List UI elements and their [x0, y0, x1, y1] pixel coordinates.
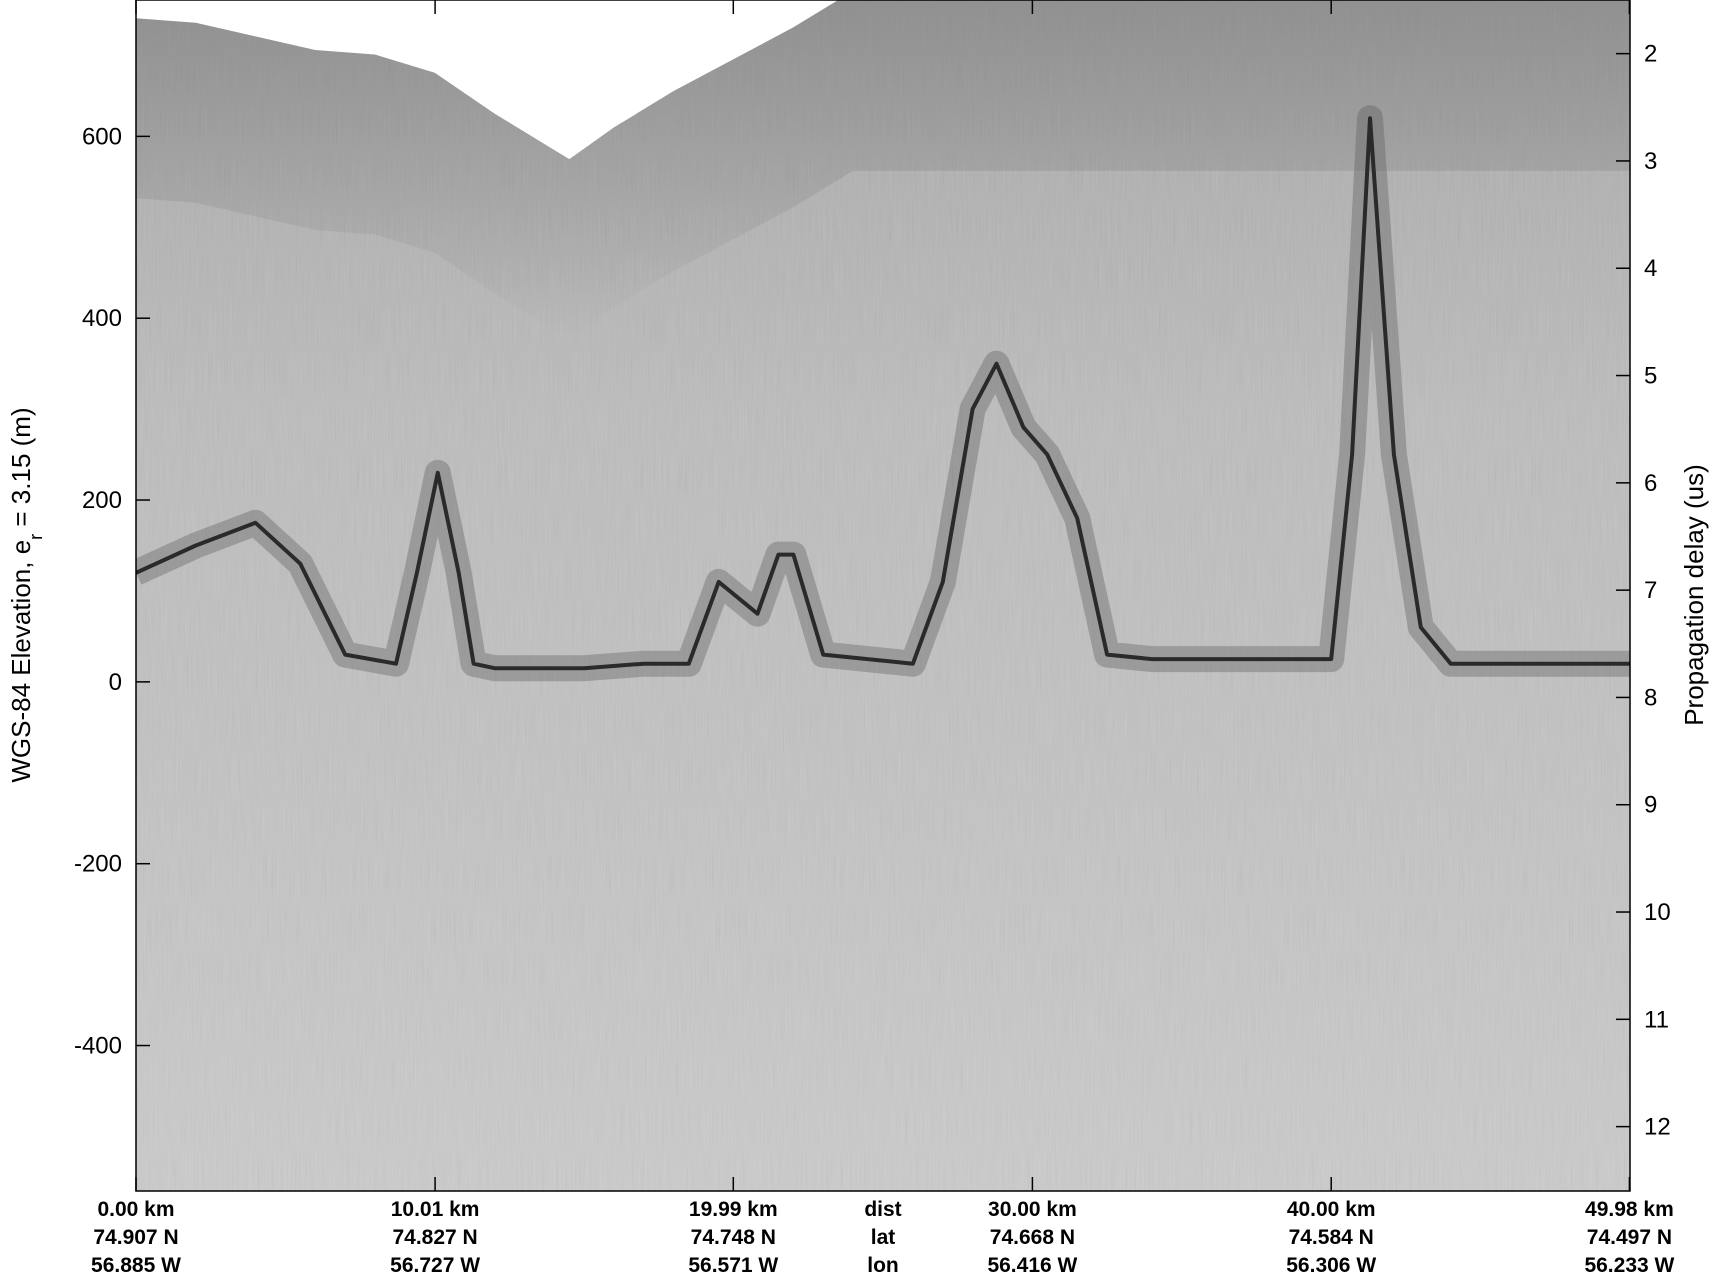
plot-frame [135, 0, 1631, 1192]
bottom-dist-label: 40.00 km [1287, 1198, 1376, 1221]
right-tick-label: 10 [1644, 899, 1671, 926]
bottom-location-labels: 0.00 km 74.907 N 56.885 W 10.01 km 74.827 N 5… [91, 1198, 1674, 1277]
bottom-dist-label: 49.98 km [1585, 1198, 1674, 1221]
left-tick-label: -400 [74, 1033, 122, 1060]
left-tick-label: 600 [82, 123, 122, 150]
bottom-lon-label: lon [867, 1254, 899, 1273]
bottom-dist-label: 0.00 km [97, 1198, 174, 1221]
right-tick-label: 2 [1644, 41, 1657, 68]
right-axis-title: Propagation delay (us) [1679, 464, 1709, 726]
left-tick-label: -200 [74, 851, 122, 878]
bottom-lat-label: 74.907 N [93, 1226, 178, 1249]
left-axis-title-tail: = 3.15 (m) [6, 407, 36, 533]
radargram-image [136, 0, 1630, 1191]
bottom-dist-label: 30.00 km [988, 1198, 1077, 1221]
left-tick-label: 200 [82, 487, 122, 514]
bottom-dist-label: 19.99 km [689, 1198, 778, 1221]
bottom-lat-label: 74.827 N [392, 1226, 477, 1249]
right-tick-label: 7 [1644, 577, 1657, 604]
bottom-lon-label: 56.233 W [1584, 1254, 1674, 1273]
right-tick-label: 8 [1644, 684, 1657, 711]
bottom-dist-label: 10.01 km [391, 1198, 480, 1221]
right-tick-label: 9 [1644, 792, 1657, 819]
bottom-dist-label: dist [864, 1198, 901, 1221]
bottom-lon-label: 56.306 W [1286, 1254, 1376, 1273]
bottom-lat-label: 74.748 N [691, 1226, 776, 1249]
top-axis-ticks [135, 0, 1631, 14]
svg-text:WGS-84 Elevation, er = 3.15 (m: WGS-84 Elevation, er = 3.15 (m) [6, 407, 46, 782]
bottom-lat-label: 74.584 N [1289, 1226, 1374, 1249]
bottom-axis-ticks [135, 1177, 1631, 1191]
right-tick-label: 11 [1644, 1006, 1669, 1033]
right-tick-label: 12 [1644, 1114, 1671, 1141]
right-tick-label: 4 [1644, 255, 1657, 282]
left-tick-label: 0 [109, 669, 122, 696]
left-axis-title-main: WGS-84 Elevation, e [6, 540, 36, 783]
left-axis-title-sub: r [26, 534, 46, 540]
right-tick-label: 6 [1644, 470, 1657, 497]
bottom-lat-label: lat [871, 1226, 896, 1249]
left-tick-label: 400 [82, 305, 122, 332]
air-gap [136, 0, 1630, 160]
bottom-lat-label: 74.668 N [990, 1226, 1075, 1249]
left-axis-ticks: 600 400 200 0 -200 -400 [74, 123, 150, 1060]
left-axis-title: WGS-84 Elevation, er = 3.15 (m) [6, 407, 46, 782]
bottom-lon-label: 56.727 W [390, 1254, 480, 1273]
bottom-lon-label: 56.885 W [91, 1254, 181, 1273]
bottom-lon-label: 56.416 W [987, 1254, 1077, 1273]
bed-reflector-line [136, 116, 1630, 671]
surface-echo-band [136, 0, 1630, 340]
bottom-lon-label: 56.571 W [688, 1254, 778, 1273]
right-tick-label: 5 [1644, 363, 1657, 390]
right-axis-ticks: 2 3 4 5 6 7 8 9 10 11 12 [1616, 41, 1671, 1141]
right-tick-label: 3 [1644, 148, 1657, 175]
bottom-lat-label: 74.497 N [1587, 1226, 1672, 1249]
